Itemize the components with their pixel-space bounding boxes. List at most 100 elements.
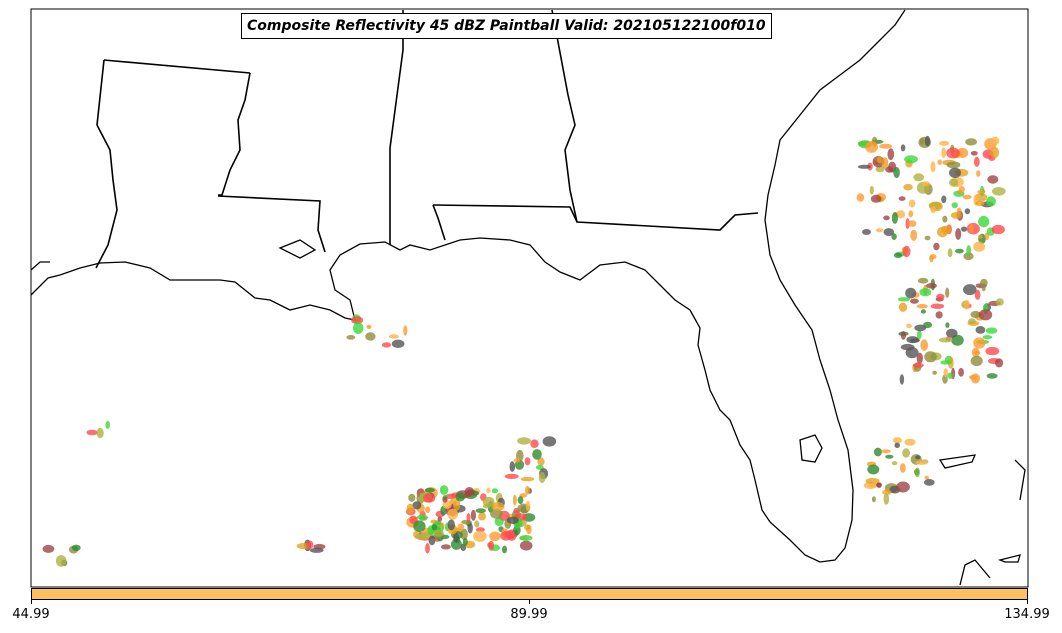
reflectivity-blob — [509, 461, 516, 472]
reflectivity-blob — [862, 229, 871, 235]
reflectivity-blob — [883, 228, 895, 237]
reflectivity-blob — [885, 166, 894, 173]
reflectivity-blob — [992, 187, 1006, 196]
reflectivity-blob — [309, 547, 324, 553]
reflectivity-blob — [867, 464, 880, 475]
reflectivity-blob — [447, 508, 459, 520]
reflectivity-blob — [391, 339, 405, 348]
reflectivity-blob — [916, 352, 923, 364]
reflectivity-blob — [873, 447, 882, 457]
reflectivity-blob — [488, 540, 495, 551]
reflectivity-blob — [887, 148, 895, 161]
reflectivity-blob — [946, 147, 960, 159]
reflectivity-blob — [891, 233, 897, 241]
coast-bahamas-2 — [997, 554, 1021, 563]
reflectivity-blob — [913, 468, 920, 476]
reflectivity-blob — [947, 248, 953, 258]
reflectivity-blob — [865, 477, 880, 485]
reflectivity-blob — [464, 487, 475, 497]
reflectivity-blob — [366, 324, 372, 329]
reflectivity-blob — [955, 228, 962, 240]
reflectivity-blob — [486, 487, 491, 494]
reflectivity-blob — [898, 196, 906, 201]
reflectivity-blob — [537, 457, 545, 466]
lake-okeechobee — [799, 434, 823, 463]
reflectivity-blob — [939, 140, 950, 146]
reflectivity-blob — [951, 202, 958, 209]
reflectivity-blob — [412, 501, 422, 510]
reflectivity-blob — [365, 332, 376, 341]
reflectivity-blob — [875, 228, 884, 233]
reflectivity-blob — [916, 304, 928, 309]
reflectivity-blob — [978, 215, 990, 228]
reflectivity-blob — [991, 224, 1005, 235]
reflectivity-blob — [105, 420, 110, 429]
reflectivity-blob — [966, 245, 972, 256]
reflectivity-blob — [962, 194, 972, 200]
reflectivity-blob — [974, 289, 981, 300]
reflectivity-blob — [897, 297, 911, 302]
colorbar-tick-label-mid: 89.99 — [510, 607, 548, 622]
reflectivity-blob — [520, 476, 535, 482]
reflectivity-blob — [880, 449, 891, 454]
reflectivity-blob — [941, 195, 947, 204]
reflectivity-blob — [474, 520, 480, 528]
reflectivity-blob — [413, 520, 426, 532]
colorbar — [31, 588, 1028, 600]
reflectivity-blob — [919, 288, 932, 297]
reflectivity-blob — [971, 347, 980, 358]
reflectivity-blob — [986, 196, 996, 207]
reflectivity-blob — [968, 318, 976, 325]
reflectivity-blob — [428, 535, 436, 546]
reflectivity-blob — [920, 309, 927, 314]
reflectivity-blob — [915, 460, 928, 465]
reflectivity-blob — [475, 508, 486, 514]
reflectivity-blob — [982, 335, 993, 340]
reflectivity-blob — [921, 181, 931, 187]
reflectivity-blob — [856, 193, 865, 202]
reflectivity-blob — [431, 524, 437, 531]
reflectivity-blob — [981, 284, 986, 292]
reflectivity-blob — [898, 302, 908, 312]
reflectivity-blob — [973, 241, 986, 252]
reflectivity-blob — [995, 298, 1004, 306]
reflectivity-blob — [904, 438, 916, 446]
lake-pontchartrain — [278, 239, 317, 259]
reflectivity-blob — [933, 242, 940, 251]
reflectivity-blob — [490, 508, 503, 519]
reflectivity-blob — [440, 544, 451, 550]
reflectivity-blob — [478, 512, 486, 521]
reflectivity-blob — [504, 473, 519, 479]
reflectivity-blob — [917, 277, 929, 284]
reflectivity-blob — [970, 151, 978, 156]
reflectivity-blob — [903, 183, 913, 191]
reflectivity-blob — [524, 524, 531, 531]
reflectivity-blob — [946, 161, 961, 169]
reflectivity-blob — [71, 544, 81, 551]
reflectivity-blob — [990, 147, 1000, 159]
reflectivity-blob — [975, 200, 985, 207]
reflectivity-blob — [943, 368, 949, 378]
reflectivity-blob — [891, 212, 899, 224]
reflectivity-blob — [447, 519, 455, 531]
reflectivity-blob — [462, 537, 468, 546]
reflectivity-blob — [425, 506, 431, 513]
reflectivity-blob — [491, 502, 505, 511]
reflectivity-blob — [912, 362, 924, 368]
reflectivity-blob — [482, 496, 495, 507]
coastline — [30, 9, 1026, 586]
reflectivity-blob — [941, 225, 952, 235]
reflectivity-blob — [946, 328, 958, 338]
reflectivity-blob — [949, 167, 961, 178]
reflectivity-blob — [951, 334, 964, 346]
reflectivity-blob — [923, 479, 935, 486]
reflectivity-blob — [55, 555, 67, 567]
reflectivity-blob — [506, 516, 519, 524]
reflectivity-blob — [517, 437, 531, 445]
reflectivity-blob — [902, 448, 910, 458]
reflectivity-blob — [938, 337, 953, 343]
reflectivity-blob — [900, 343, 915, 351]
reflectivity-blob — [513, 458, 521, 463]
reflectivity-blob — [455, 492, 466, 502]
reflectivity-blob — [403, 325, 408, 336]
